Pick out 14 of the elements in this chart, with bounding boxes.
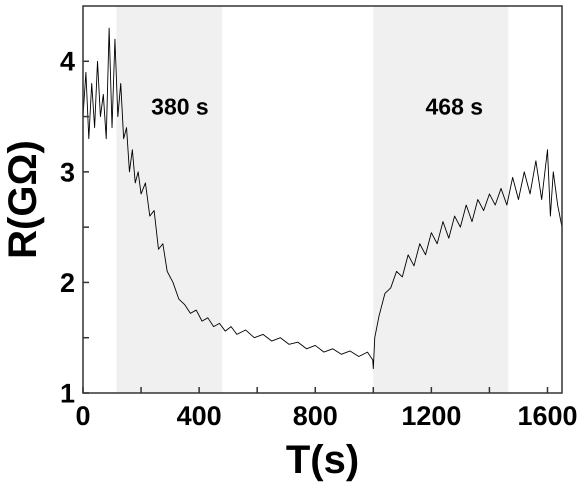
y-axis-title: R(GΩ) — [1, 140, 45, 259]
x-axis-title: T(s) — [286, 438, 360, 482]
x-tick-label: 0 — [75, 401, 91, 431]
y-tick-label: 2 — [60, 268, 75, 298]
x-tick-label: 400 — [176, 401, 222, 431]
y-tick-label: 4 — [60, 46, 75, 77]
x-tick-label: 800 — [292, 401, 338, 431]
y-tick-label: 3 — [60, 157, 75, 188]
band-label: 468 s — [426, 93, 484, 120]
x-tick-label: 1200 — [401, 401, 462, 431]
x-tick-label: 1600 — [517, 401, 578, 431]
line-series — [82, 28, 562, 370]
y-tick-label: 1 — [60, 378, 75, 408]
band-label: 380 s — [151, 93, 209, 120]
